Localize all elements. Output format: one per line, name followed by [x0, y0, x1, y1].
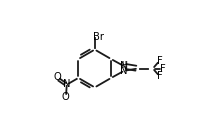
Text: Br: Br [93, 32, 104, 42]
Text: O: O [53, 72, 61, 82]
Text: F: F [157, 72, 163, 81]
Text: N: N [63, 79, 71, 89]
Text: F: F [160, 64, 165, 73]
Text: H: H [121, 62, 127, 71]
Text: F: F [157, 56, 163, 65]
Text: O: O [62, 92, 70, 102]
Text: N: N [120, 66, 128, 76]
Text: N: N [120, 61, 128, 71]
